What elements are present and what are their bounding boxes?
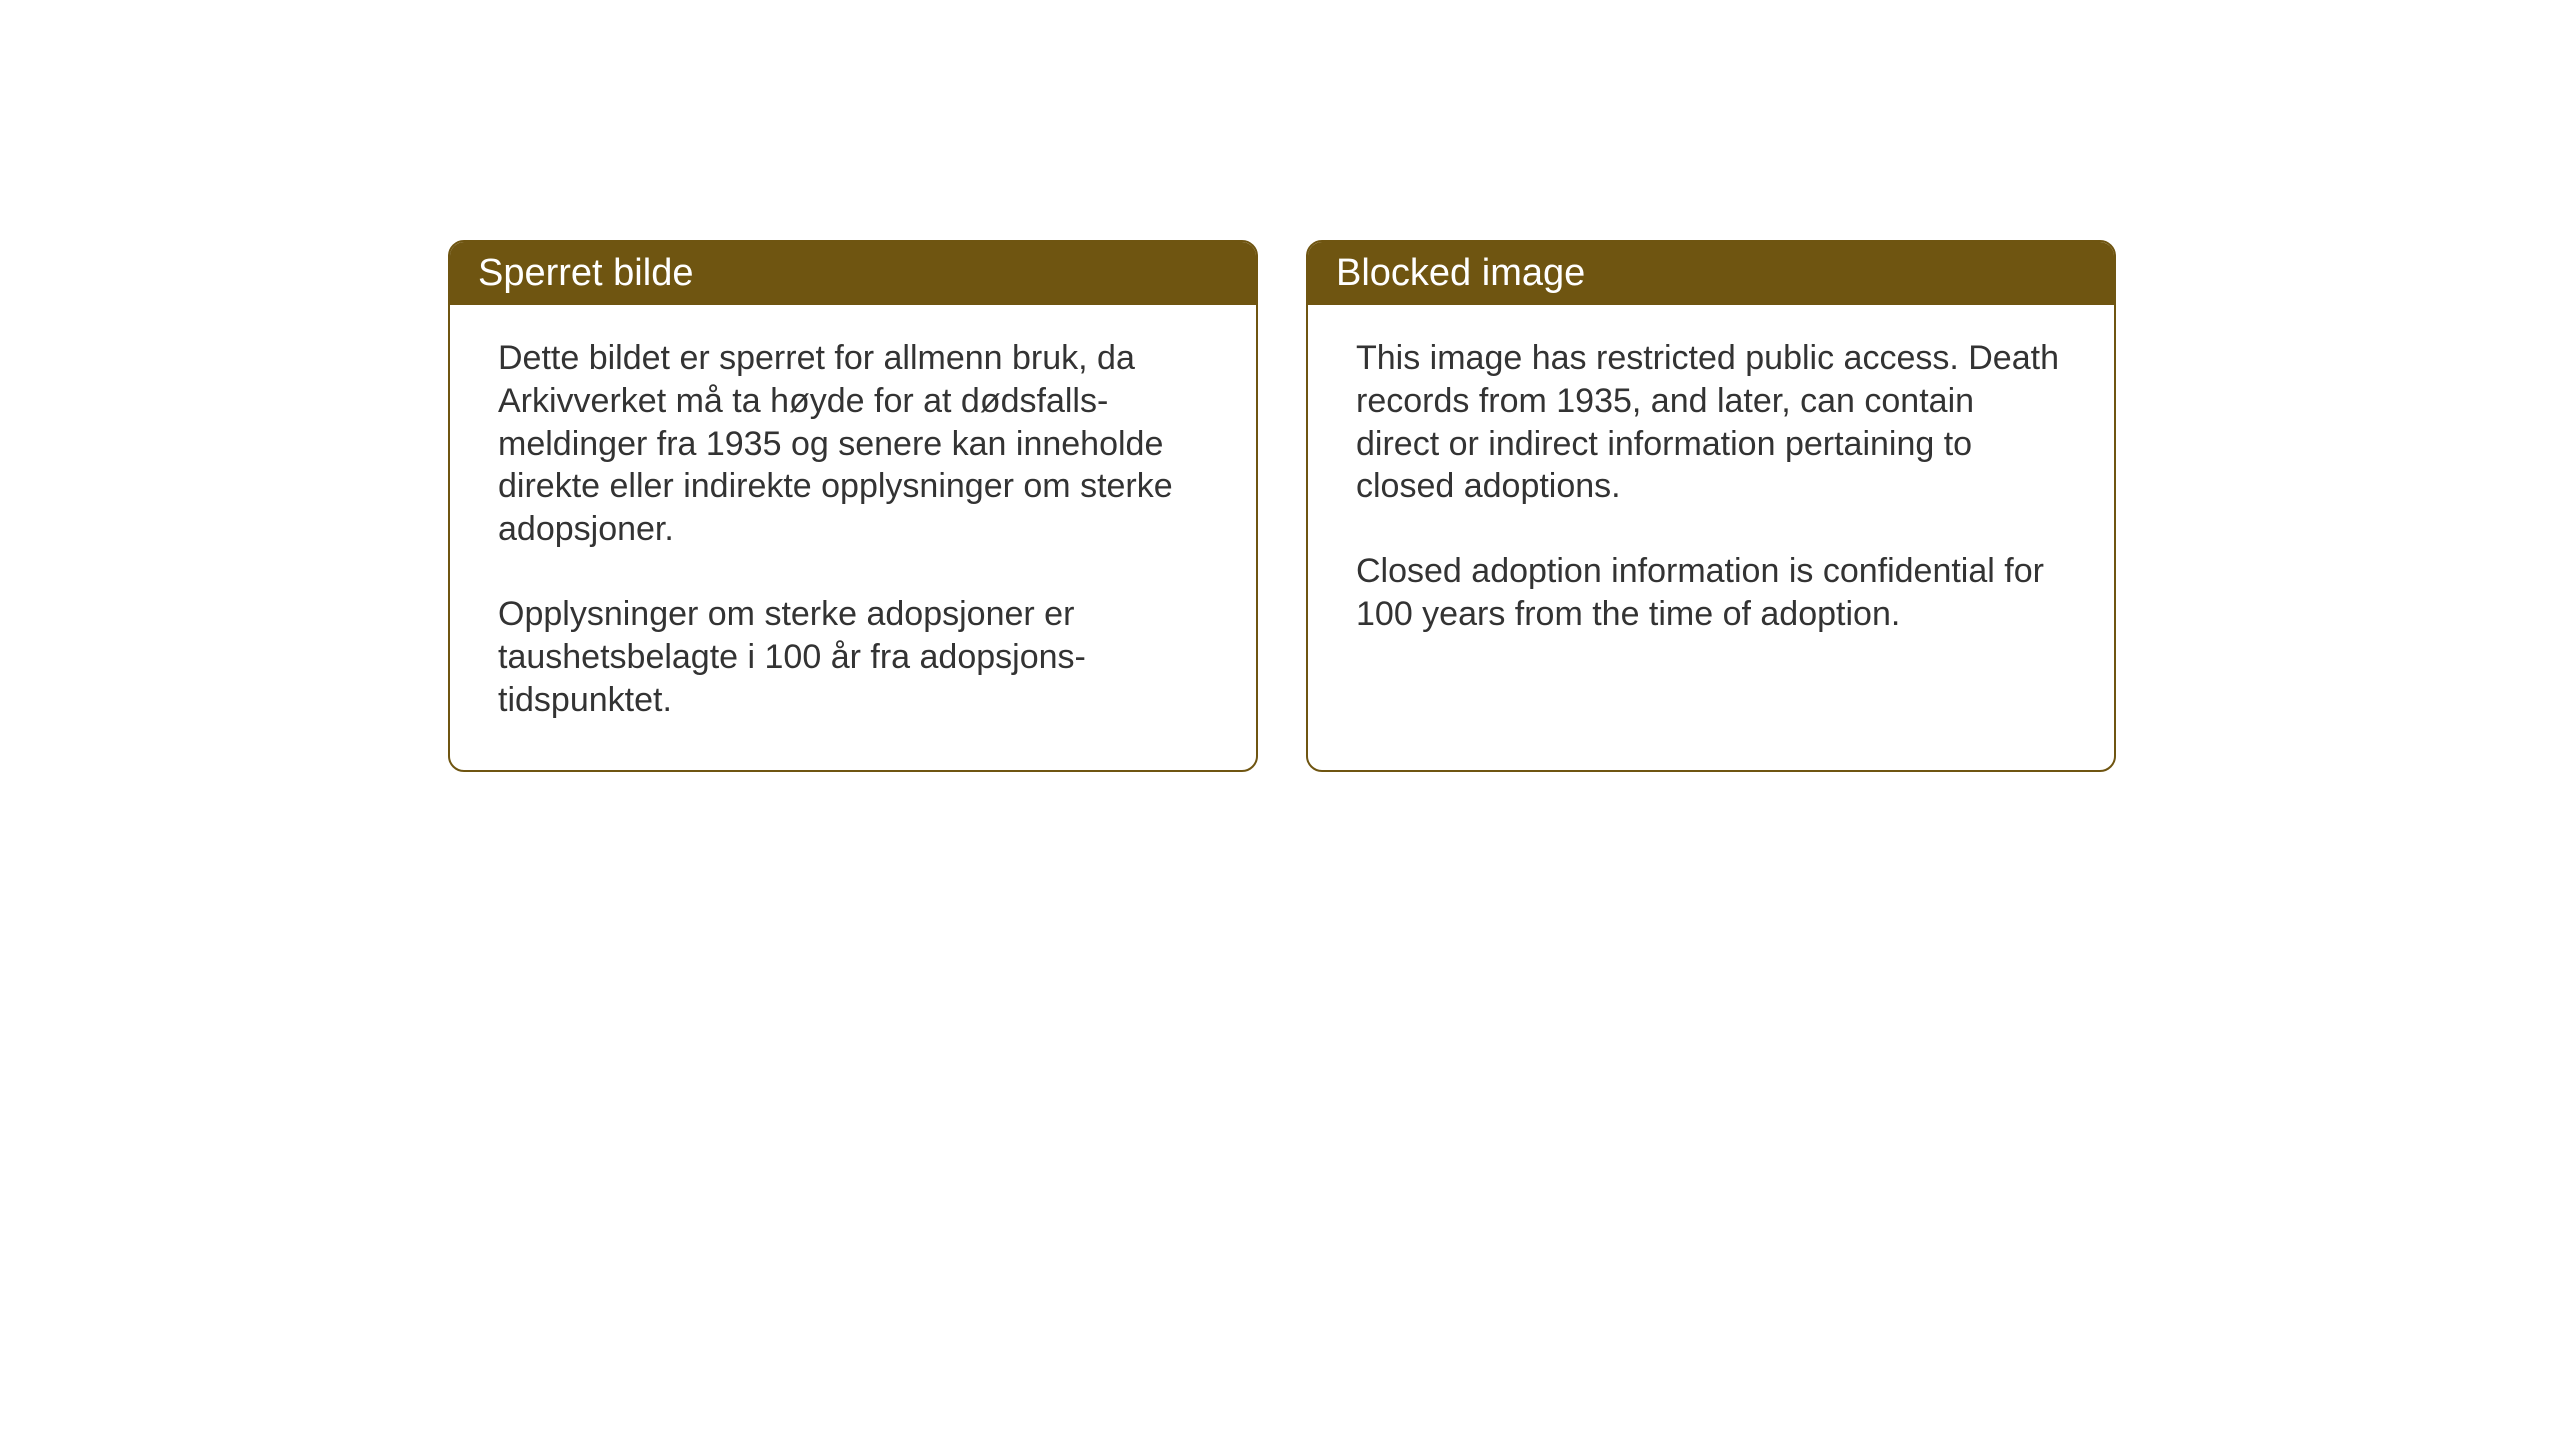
english-paragraph-1: This image has restricted public access.… xyxy=(1356,337,2066,508)
norwegian-card-body: Dette bildet er sperret for allmenn bruk… xyxy=(450,305,1256,770)
notice-cards-container: Sperret bilde Dette bildet er sperret fo… xyxy=(448,240,2116,772)
english-notice-card: Blocked image This image has restricted … xyxy=(1306,240,2116,772)
english-card-title: Blocked image xyxy=(1308,242,2114,305)
english-card-body: This image has restricted public access.… xyxy=(1308,305,2114,755)
norwegian-paragraph-1: Dette bildet er sperret for allmenn bruk… xyxy=(498,337,1208,551)
norwegian-paragraph-2: Opplysninger om sterke adopsjoner er tau… xyxy=(498,593,1208,721)
norwegian-notice-card: Sperret bilde Dette bildet er sperret fo… xyxy=(448,240,1258,772)
norwegian-card-title: Sperret bilde xyxy=(450,242,1256,305)
english-paragraph-2: Closed adoption information is confident… xyxy=(1356,550,2066,636)
